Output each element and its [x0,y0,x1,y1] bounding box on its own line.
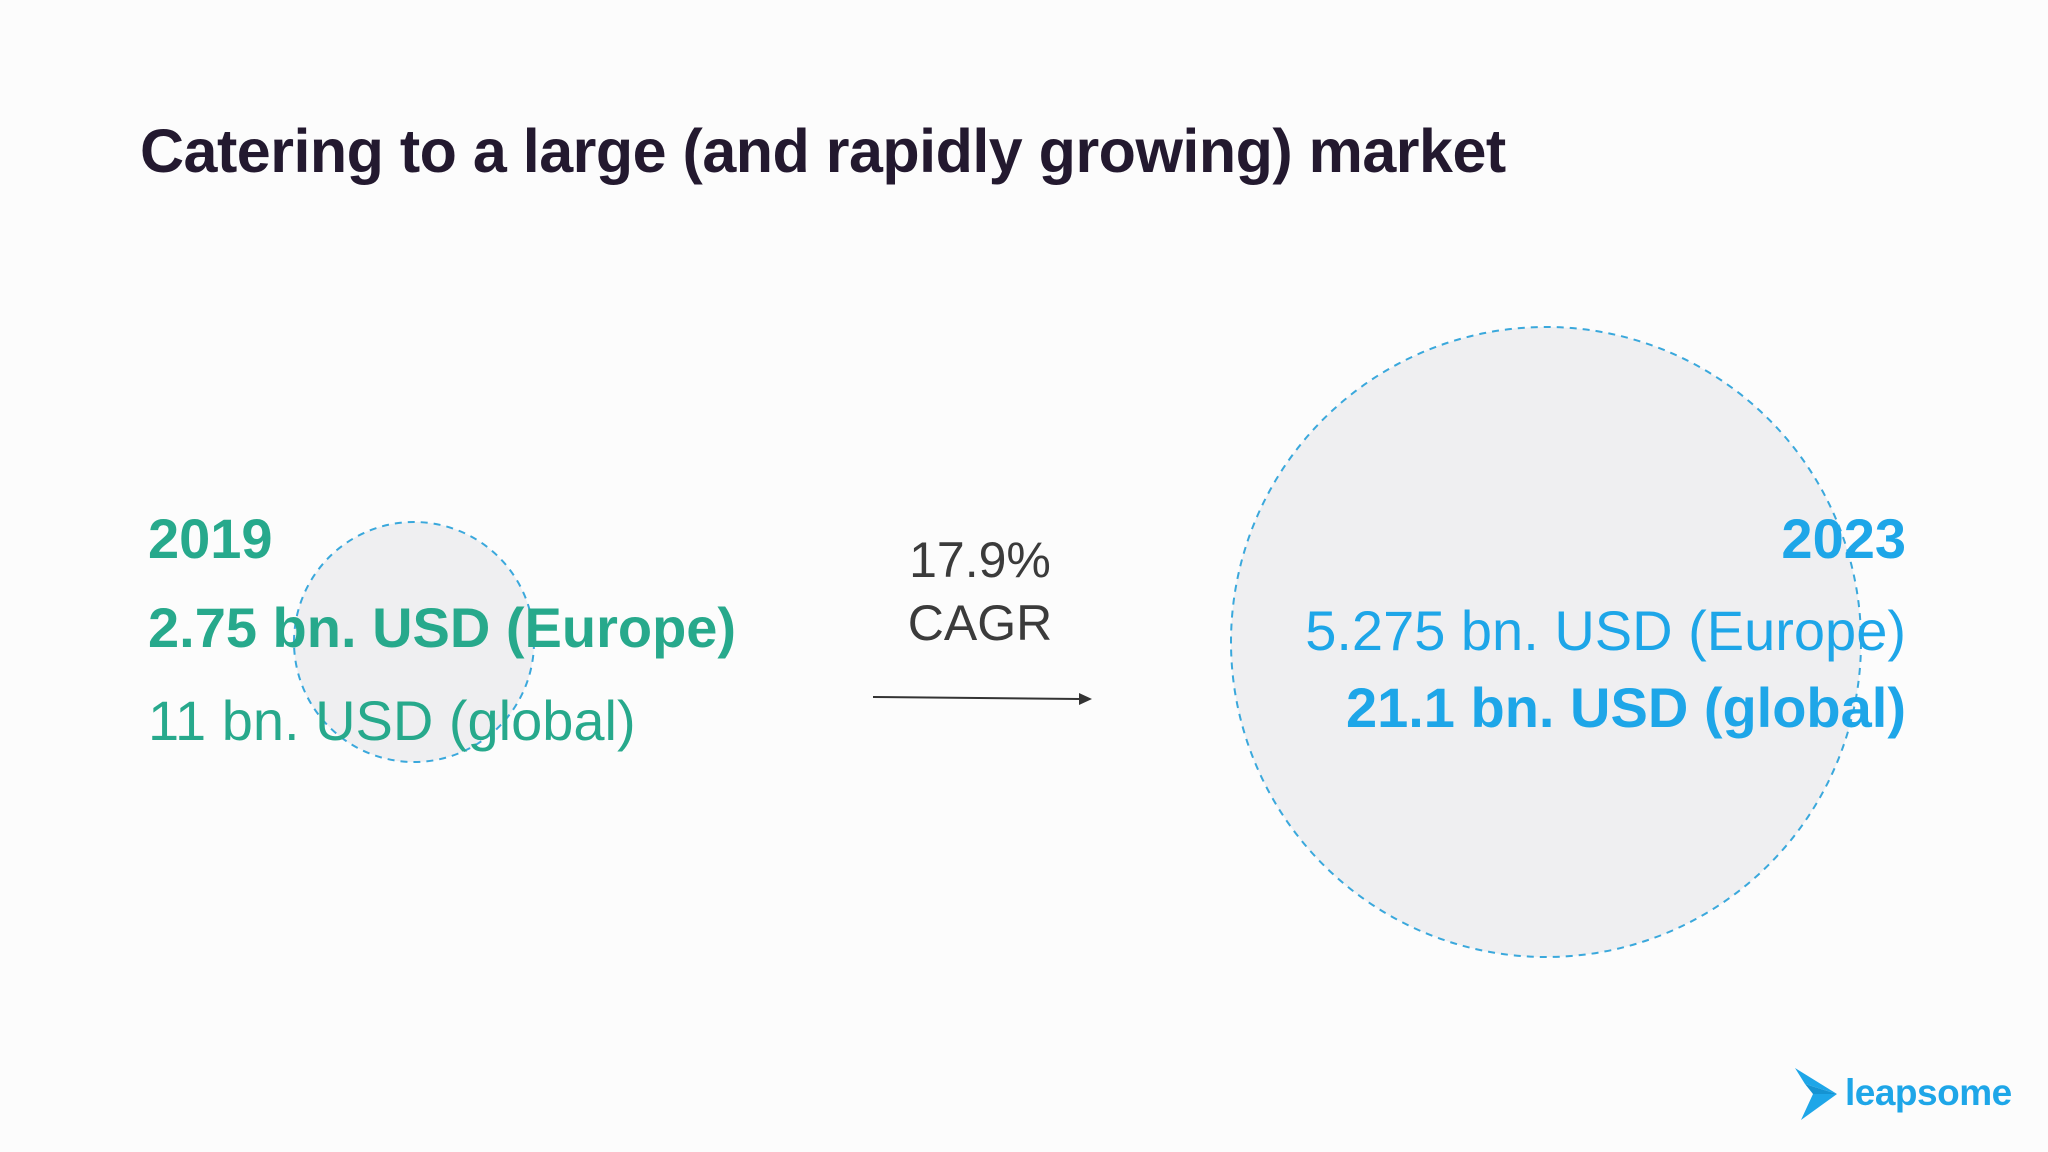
year-2023-label: 2023 [1781,507,1906,570]
market-2019-circle [293,521,535,763]
cagr-rate: 17.9% [909,532,1051,588]
global-2019-value: 11 bn. USD (global) [148,689,636,752]
europe-2019-value: 2.75 bn. USD (Europe) [148,596,737,659]
europe-2023-value: 5.275 bn. USD (Europe) [1305,599,1906,662]
leapsome-logo: leapsome [1793,1064,2012,1122]
bird-icon [1795,1068,1837,1120]
brand-name: leapsome [1845,1072,2012,1113]
growth-arrow-icon [872,693,1092,705]
year-2019-label: 2019 [148,507,273,570]
cagr-label: CAGR [907,595,1053,651]
slide-title: Catering to a large (and rapidly growing… [140,117,1506,185]
market-2023-circle [1230,326,1862,958]
global-2023-value: 21.1 bn. USD (global) [1345,676,1906,739]
